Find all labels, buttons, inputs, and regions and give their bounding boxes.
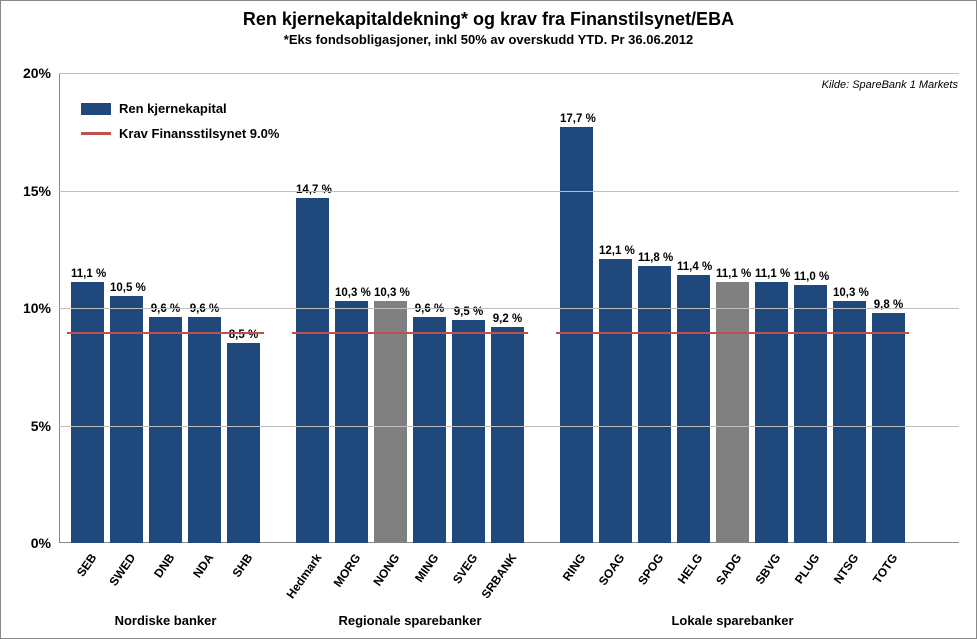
group-label: Nordiske banker [66,613,266,628]
y-tick-label: 5% [31,418,59,434]
bar-value-label: 11,0 % [794,271,827,283]
x-tick-label: MING [412,551,441,585]
x-tick-label: PLUG [791,551,822,586]
bar-value-label: 11,1 % [716,268,749,280]
bar-value-label: 12,1 % [599,245,632,257]
bar-value-label: 10,3 % [374,287,407,299]
bar: 10,3 % [335,301,368,543]
x-tick-label: SADG [713,551,744,587]
y-tick-label: 20% [23,65,59,81]
bar-value-label: 17,7 % [560,113,593,125]
bar-value-label: 10,5 % [110,282,143,294]
y-tick-label: 10% [23,300,59,316]
bar: 10,3 % [374,301,407,543]
x-tick-label: NDA [190,551,216,580]
y-gridline [59,73,959,74]
bar-value-label: 10,3 % [833,287,866,299]
chart-subtitle: *Eks fondsobligasjoner, inkl 50% av over… [1,32,976,47]
x-tick-label: SVEG [449,551,480,586]
legend-label: Krav Finansstilsynet 9.0% [119,126,279,141]
x-tick-label: SWED [106,551,138,589]
bar-value-label: 11,1 % [71,268,104,280]
bar-value-label: 11,1 % [755,268,788,280]
x-tick-label: NONG [370,551,402,589]
x-tick-label: SPOG [635,551,666,587]
bar: 12,1 % [599,259,632,543]
bar-value-label: 10,3 % [335,287,368,299]
bar-value-label: 9,6 % [149,303,182,315]
x-tick-label: RING [559,551,588,584]
legend-swatch-line-icon [81,132,111,135]
threshold-line [67,332,264,334]
y-tick-label: 15% [23,183,59,199]
bar-value-label: 9,6 % [413,303,446,315]
threshold-line [292,332,528,334]
y-gridline [59,426,959,427]
chart-title: Ren kjernekapitaldekning* og krav fra Fi… [1,1,976,30]
bar: 11,1 % [755,282,788,543]
bar: 11,4 % [677,275,710,543]
x-tick-label: NTSG [830,551,861,586]
x-tick-label: SEB [73,551,99,579]
legend-label: Ren kjernekapital [119,101,227,116]
x-tick-label: HELG [674,551,705,586]
x-tick-label: SRBANK [478,551,519,601]
legend-swatch-bar-icon [81,103,111,115]
x-tick-label: DNB [151,551,177,580]
bar: 9,8 % [872,313,905,543]
legend: Ren kjernekapital Krav Finansstilsynet 9.… [81,101,279,151]
bar-value-label: 11,8 % [638,252,671,264]
y-gridline [59,191,959,192]
y-tick-label: 0% [31,535,59,551]
bar: 8,5 % [227,343,260,543]
bar: 9,5 % [452,320,485,543]
threshold-line [556,332,909,334]
bar: 9,6 % [149,317,182,543]
bar-value-label: 9,6 % [188,303,221,315]
bar: 9,2 % [491,327,524,543]
bar: 14,7 % [296,198,329,543]
bar: 9,6 % [188,317,221,543]
y-gridline [59,308,959,309]
bar: 11,1 % [716,282,749,543]
bar-value-label: 11,4 % [677,261,710,273]
legend-item: Krav Finansstilsynet 9.0% [81,126,279,141]
group-label: Regionale sparebanker [310,613,510,628]
x-tick-label: SHB [229,551,255,580]
bar: 9,6 % [413,317,446,543]
x-tick-label: MORG [330,551,363,590]
group-label: Lokale sparebanker [633,613,833,628]
x-tick-label: SBVG [752,551,783,587]
chart-container: Ren kjernekapitaldekning* og krav fra Fi… [0,0,977,639]
bar: 11,1 % [71,282,104,543]
legend-item: Ren kjernekapital [81,101,279,116]
x-tick-label: Hedmark [283,551,324,601]
x-tick-label: SOAG [595,551,627,588]
x-tick-label: TOTG [870,551,900,586]
bar: 17,7 % [560,127,593,543]
bar-value-label: 9,2 % [491,313,524,325]
bar: 11,0 % [794,285,827,544]
bar: 10,3 % [833,301,866,543]
